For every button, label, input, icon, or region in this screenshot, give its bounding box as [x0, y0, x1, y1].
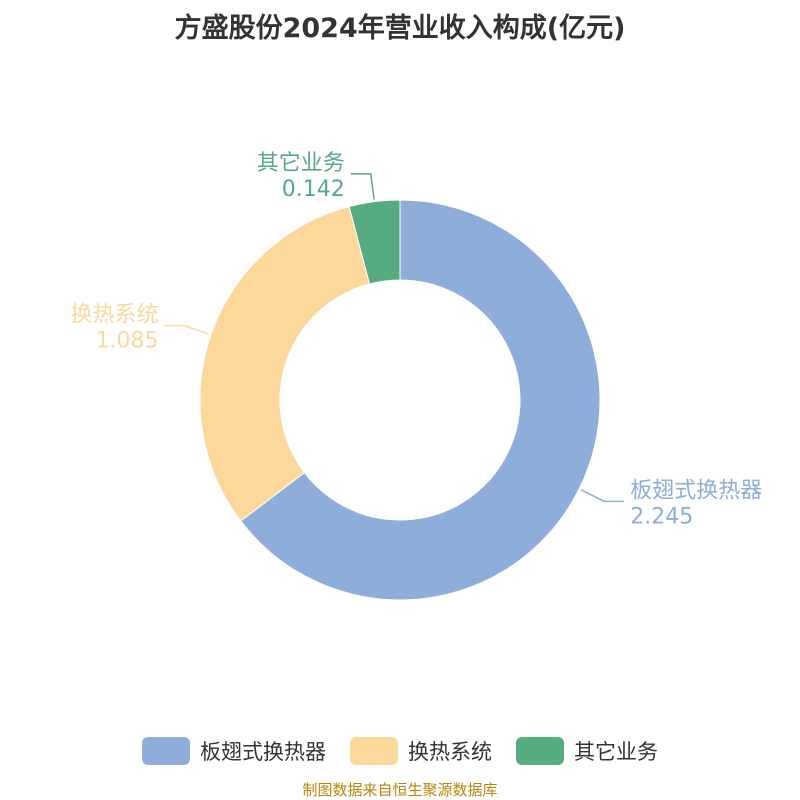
- leader-line-0: [580, 489, 625, 503]
- slice-value-1: 1.085: [95, 329, 158, 354]
- legend-swatch-1: [350, 737, 398, 765]
- legend: 板翅式换热器 换热系统 其它业务: [0, 736, 800, 766]
- legend-label-0: 板翅式换热器: [200, 740, 326, 764]
- legend-label-2: 其它业务: [574, 740, 658, 764]
- legend-item-2[interactable]: 其它业务: [516, 736, 658, 766]
- slice-label-1: 换热系统: [70, 303, 158, 328]
- legend-swatch-0: [142, 737, 190, 765]
- legend-item-0[interactable]: 板翅式换热器: [142, 736, 326, 766]
- legend-item-1[interactable]: 换热系统: [350, 736, 492, 766]
- slice-2[interactable]: [348, 199, 401, 285]
- slice-label-2: 其它业务: [257, 151, 345, 176]
- chart-title: 方盛股份2024年营业收入构成(亿元): [174, 13, 626, 44]
- source-note: 制图数据来自恒生聚源数据库: [302, 781, 498, 799]
- legend-label-1: 换热系统: [408, 740, 492, 764]
- slice-value-0: 2.245: [630, 504, 693, 529]
- slice-value-2: 0.142: [282, 177, 345, 202]
- slice-label-0: 板翅式换热器: [630, 478, 762, 503]
- leader-line-1: [164, 324, 210, 335]
- slice-1[interactable]: [199, 205, 371, 522]
- slice-0[interactable]: [240, 199, 601, 601]
- leader-line-2: [350, 173, 375, 200]
- legend-swatch-2: [516, 737, 564, 765]
